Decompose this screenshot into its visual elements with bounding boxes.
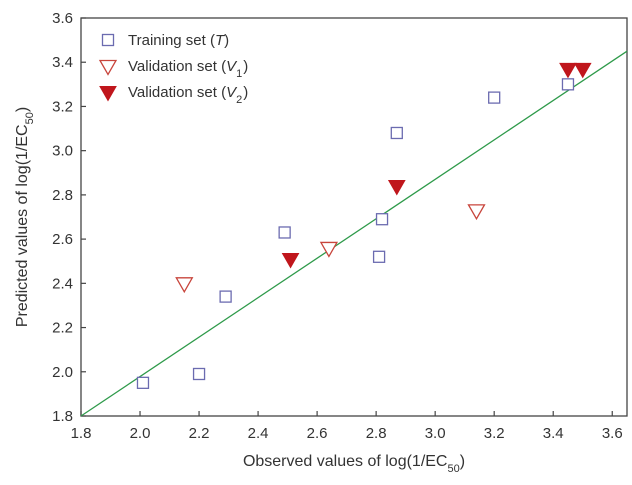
y-axis-title-subscript: 50 xyxy=(24,112,36,124)
legend-label: Training set (T) xyxy=(128,32,229,49)
x-tick-label: 3.6 xyxy=(602,425,623,442)
x-tick-label: 1.8 xyxy=(71,425,92,442)
legend-label-text: ) xyxy=(243,58,248,75)
legend: Training set (T)Validation set (V1)Valid… xyxy=(98,32,248,106)
y-tick-label: 2.4 xyxy=(52,275,73,292)
x-tick-label: 3.2 xyxy=(484,425,505,442)
data-point xyxy=(175,277,194,294)
axes-layer: 1.8 2.0 2.2 2.4 2.6 2.8 3.0 3.2 3.4 3.6 1.8 2.0 2.2 2… xyxy=(52,10,628,442)
x-axis-title-text: ) xyxy=(460,453,465,470)
data-point xyxy=(390,126,403,140)
data-point xyxy=(319,241,339,258)
regression-line-layer xyxy=(80,50,628,417)
legend-marker xyxy=(101,33,115,47)
y-axis-title-text: ) xyxy=(14,107,31,112)
data-point xyxy=(136,376,150,389)
data-point xyxy=(387,180,406,196)
legend-label-italic: V xyxy=(226,84,238,101)
legend-label-subscript: 2 xyxy=(236,94,242,106)
legend-label-text: Training set ( xyxy=(128,32,215,49)
x-axis-title-subscript: 50 xyxy=(447,463,459,475)
legend-label-italic: V xyxy=(226,58,238,75)
data-point xyxy=(278,226,291,239)
legend-label: Validation set (V1) xyxy=(128,58,248,80)
y-tick-label: 3.2 xyxy=(52,98,73,115)
data-point xyxy=(192,367,206,381)
y-axis-title-text: Predicted values of log(1/EC xyxy=(14,124,31,327)
axis-titles: Observed values of log(1/EC50)Predicted … xyxy=(14,107,465,475)
x-tick-label: 2.0 xyxy=(130,425,151,442)
legend-label: Validation set (V2) xyxy=(128,84,248,106)
y-tick-label: 3.6 xyxy=(52,10,73,27)
x-axis-title: Observed values of log(1/EC50) xyxy=(243,453,465,475)
data-point xyxy=(488,91,501,104)
data-point xyxy=(219,290,232,303)
legend-label-text: Validation set ( xyxy=(128,84,226,101)
y-axis-title: Predicted values of log(1/EC50) xyxy=(14,107,36,327)
x-tick-label: 2.4 xyxy=(248,425,269,442)
regression-line xyxy=(80,50,628,417)
x-tick-label: 3.4 xyxy=(543,425,564,442)
y-tick-label: 2.0 xyxy=(52,364,73,381)
legend-marker xyxy=(98,59,118,76)
legend-item-2: Validation set (V1) xyxy=(98,58,248,80)
y-tick-label: 2.2 xyxy=(52,320,73,337)
legend-item-3: Validation set (V2) xyxy=(99,84,248,106)
x-tick-label: 2.2 xyxy=(189,425,210,442)
x-tick-label: 2.6 xyxy=(307,425,328,442)
x-axis-title-text: Observed values of log(1/EC xyxy=(243,453,448,470)
legend-label-text: ) xyxy=(243,84,248,101)
y-tick-label: 3.4 xyxy=(52,54,73,71)
y-tick-label: 2.6 xyxy=(52,231,73,248)
legend-item-1: Training set (T) xyxy=(101,32,229,49)
y-tick-label: 3.0 xyxy=(52,143,73,160)
legend-label-subscript: 1 xyxy=(236,68,242,80)
plot-frame xyxy=(80,17,628,417)
data-point xyxy=(561,78,575,91)
data-point xyxy=(573,62,592,79)
legend-marker xyxy=(99,86,117,102)
y-tick-label: 2.8 xyxy=(52,187,73,204)
series-3 xyxy=(281,62,592,269)
legend-label-italic: T xyxy=(215,32,226,49)
series-2 xyxy=(175,204,486,294)
data-point xyxy=(281,253,300,269)
data-point xyxy=(467,204,486,221)
legend-label-text: Validation set ( xyxy=(128,58,226,75)
x-tick-label: 2.8 xyxy=(366,425,387,442)
data-point xyxy=(372,250,386,263)
data-point xyxy=(559,62,577,79)
points-layer xyxy=(136,62,592,389)
series-1 xyxy=(136,78,575,389)
data-point xyxy=(375,213,389,226)
legend-label-text: ) xyxy=(224,32,229,49)
x-tick-label: 3.0 xyxy=(425,425,446,442)
y-tick-label: 1.8 xyxy=(52,408,73,425)
